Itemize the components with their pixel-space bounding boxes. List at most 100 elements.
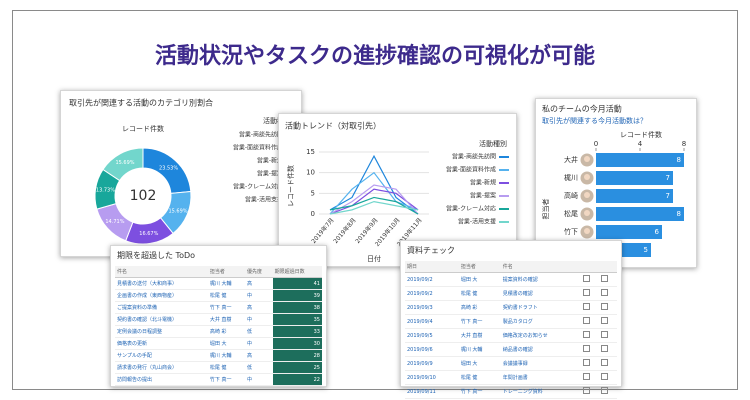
table-cell: 高崎 彩 bbox=[207, 325, 246, 338]
table-cell: 2019/09/5 bbox=[405, 328, 459, 343]
bar-chart: 私のチームの今月活動 取引先が関連する今月活動数は？ レコード件数 担当者 0 4… bbox=[541, 104, 686, 258]
table-cell: 低 bbox=[245, 361, 273, 374]
table-cell bbox=[580, 328, 599, 343]
table-cell: 竹下 真一 bbox=[207, 373, 246, 386]
table-cell bbox=[598, 328, 617, 343]
legend-label: 営業-面談資料作成 bbox=[233, 144, 283, 152]
table-cell: 30 bbox=[272, 337, 322, 350]
column-header: 件名 bbox=[500, 261, 581, 273]
table-cell: 38 bbox=[272, 301, 322, 314]
table-cell bbox=[598, 342, 617, 357]
table-cell: ご提案資料の準備 bbox=[115, 301, 208, 314]
checkbox bbox=[600, 317, 608, 324]
legend-title: 活動種別 bbox=[263, 116, 291, 125]
line-chart: 活動トレンド（対取引先） レコード件数 日付 活動種別 0510152019年7… bbox=[285, 121, 509, 263]
panel-title: 私のチームの今月活動 bbox=[542, 104, 622, 114]
table-cell bbox=[580, 370, 599, 385]
table-row: 2019/09/11 竹下 真一 トレーニング資料 bbox=[405, 384, 617, 399]
table-cell: トレーニング資料 bbox=[500, 384, 581, 399]
table-row: 契約書の確認（北斗電機） 大井 直樹中 35 bbox=[115, 313, 322, 326]
legend-label: 営業-商談先訪問 bbox=[452, 153, 496, 161]
table-cell: 竹下 真一 bbox=[458, 314, 501, 329]
checkbox bbox=[600, 387, 608, 394]
x-axis-label: 日付 bbox=[367, 254, 381, 263]
avatar-face bbox=[584, 174, 590, 180]
table-cell: 見積書の確認 bbox=[500, 286, 581, 301]
checkbox bbox=[582, 359, 590, 366]
table-cell: 請求書の発行（丸山商会） bbox=[115, 361, 208, 374]
table-cell: 高 bbox=[245, 301, 273, 314]
table-cell: 定例会議の日程調整 bbox=[115, 325, 208, 338]
table-cell: 2019/09/3 bbox=[405, 300, 459, 315]
table-cell: 堀田 大 bbox=[458, 272, 501, 287]
line-series bbox=[329, 171, 419, 215]
table-cell: 中 bbox=[245, 289, 273, 302]
data-table: 期日 担当者 件名 2019/09/2 堀田 大提案資料の確認 2019/09/2 松尾 健… bbox=[405, 261, 617, 399]
y-tick-label: 5 bbox=[311, 189, 315, 197]
table-cell bbox=[580, 272, 599, 287]
checkbox bbox=[582, 331, 590, 338]
line-series bbox=[329, 200, 419, 215]
legend-title: 活動種別 bbox=[479, 139, 507, 148]
avatar-face bbox=[584, 156, 590, 162]
legend-label: 営業-クレーム対応 bbox=[446, 205, 496, 213]
table-cell: 高 bbox=[245, 277, 273, 290]
column-header: 担当者 bbox=[458, 261, 501, 273]
slice-label: 15.69% bbox=[115, 160, 134, 166]
line-series bbox=[329, 154, 419, 215]
line-series bbox=[329, 184, 419, 215]
table-cell: 製品カタログ bbox=[500, 314, 581, 329]
table-row: 定例会議の日程調整 高崎 彩低 33 bbox=[115, 325, 322, 338]
table-cell: 松尾 健 bbox=[207, 289, 246, 302]
donut-total: 102 bbox=[130, 188, 157, 204]
y-tick-label: 竹下 bbox=[564, 227, 578, 236]
column-header: 担当者 bbox=[207, 266, 246, 278]
checkbox bbox=[582, 275, 590, 282]
table-row: 価格表の更新 堀田 大中 30 bbox=[115, 337, 322, 350]
table-cell: 年間計画書 bbox=[500, 370, 581, 385]
bar bbox=[596, 153, 684, 167]
checkbox bbox=[600, 359, 608, 366]
column-header bbox=[598, 261, 617, 273]
avatar-face bbox=[584, 192, 590, 198]
legend-swatch bbox=[499, 169, 509, 171]
table-cell bbox=[598, 384, 617, 399]
table-cell: 訪問報告の提出 bbox=[115, 373, 208, 386]
table-row: 2019/09/9 堀田 大会議議事録 bbox=[405, 356, 617, 371]
table-cell: 25 bbox=[272, 361, 322, 374]
table-cell bbox=[580, 300, 599, 315]
table-row: サンプルの手配 梶川 大輔高 28 bbox=[115, 349, 322, 362]
panel-title: 取引先が関連する活動のカテゴリ別割合 bbox=[69, 98, 213, 108]
table-cell: 松尾 健 bbox=[207, 361, 246, 374]
y-tick-label: 15 bbox=[306, 148, 315, 156]
table-row: 2019/09/10 松尾 健年間計画書 bbox=[405, 370, 617, 385]
bar bbox=[596, 225, 662, 239]
line-series bbox=[329, 188, 419, 215]
slice-label: 23.53% bbox=[159, 165, 178, 171]
slice-label: 13.73% bbox=[96, 188, 115, 194]
x-tick-label: 4 bbox=[638, 140, 643, 148]
table-cell: 堀田 大 bbox=[207, 337, 246, 350]
table-cell: 2019/09/11 bbox=[405, 384, 459, 399]
panel-title: 期限を超過した ToDo bbox=[117, 251, 196, 260]
legend-swatch bbox=[499, 182, 509, 184]
table-cell: 41 bbox=[272, 277, 322, 290]
checkbox bbox=[600, 331, 608, 338]
checkbox bbox=[582, 387, 590, 394]
bar bbox=[596, 189, 673, 203]
legend-swatch bbox=[499, 221, 509, 223]
page-title: 活動状況やタスクの進捗確認の可視化が可能 bbox=[154, 44, 595, 69]
panel-title: 資料チェック bbox=[407, 246, 455, 255]
checkbox bbox=[582, 317, 590, 324]
y-axis-label: レコード件数 bbox=[286, 165, 295, 207]
table-cell: 提案資料の確認 bbox=[500, 272, 581, 287]
table-cell: 2019/09/10 bbox=[405, 370, 459, 385]
table-cell: 梶川 大輔 bbox=[207, 277, 246, 290]
table-cell: 2019/09/2 bbox=[405, 286, 459, 301]
table-cell bbox=[598, 272, 617, 287]
table-cell: 価格表の更新 bbox=[115, 337, 208, 350]
check-panel: 資料チェック 期日 担当者 件名 2019/09/2 堀田 大提案資料の確認 2019/0… bbox=[400, 240, 622, 399]
table-cell: 低 bbox=[245, 325, 273, 338]
donut-slice bbox=[102, 147, 144, 182]
donut-chart: 取引先が関連する活動のカテゴリ別割合 レコード件数 102 活動種別 23.53… bbox=[69, 98, 296, 245]
